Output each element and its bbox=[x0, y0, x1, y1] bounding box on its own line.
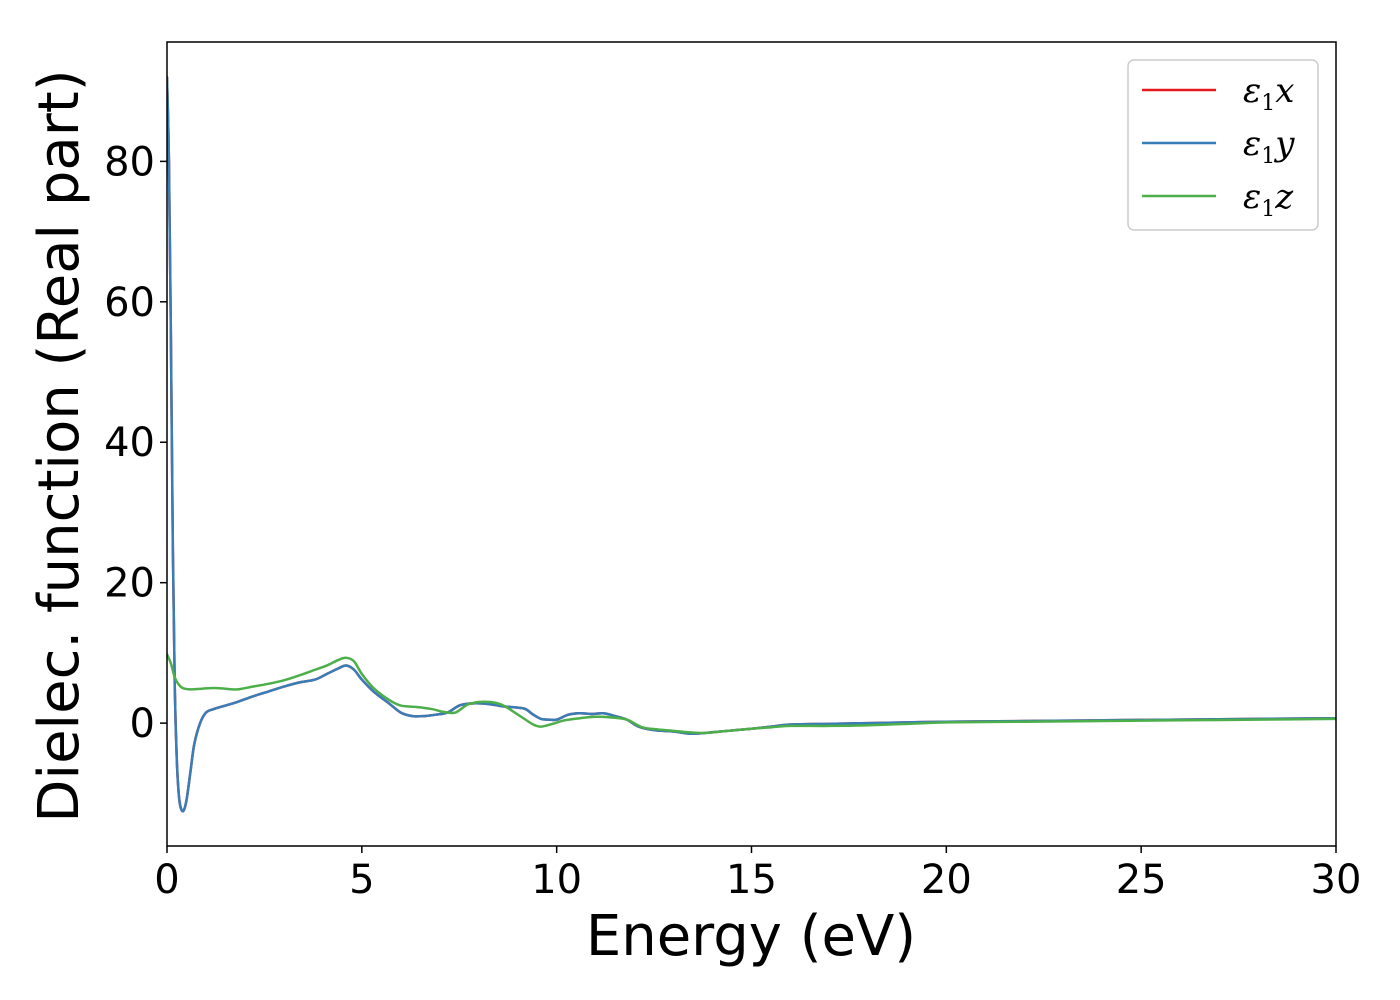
y-tick-label: 0 bbox=[130, 701, 155, 747]
legend-label-z: ε1z bbox=[1243, 177, 1294, 222]
y-tick-label: 80 bbox=[104, 139, 155, 185]
legend: ε1x ε1y ε1z bbox=[1127, 59, 1319, 231]
series-line-z bbox=[167, 653, 1336, 735]
x-tick-label: 10 bbox=[531, 857, 582, 903]
x-tick-label: 20 bbox=[921, 857, 972, 903]
y-axis-title: Dielec. function (Real part) bbox=[27, 69, 92, 822]
x-tick-label: 5 bbox=[349, 857, 374, 903]
x-tick-label: 15 bbox=[726, 857, 777, 903]
legend-box bbox=[1127, 59, 1319, 231]
x-tick-label: 30 bbox=[1311, 857, 1362, 903]
legend-label-y: ε1y bbox=[1243, 124, 1295, 169]
legend-label-x: ε1x bbox=[1243, 71, 1294, 116]
x-tick-label: 0 bbox=[154, 857, 179, 903]
y-tick-label: 20 bbox=[104, 561, 155, 607]
series-layer bbox=[167, 75, 1336, 813]
y-axis: 0 20 40 60 80 bbox=[104, 139, 167, 747]
x-axis: 0 5 10 15 20 25 30 bbox=[154, 846, 1361, 903]
x-axis-title: Energy (eV) bbox=[586, 904, 916, 969]
y-tick-label: 40 bbox=[104, 420, 155, 466]
y-tick-label: 60 bbox=[104, 280, 155, 326]
x-tick-label: 25 bbox=[1116, 857, 1167, 903]
